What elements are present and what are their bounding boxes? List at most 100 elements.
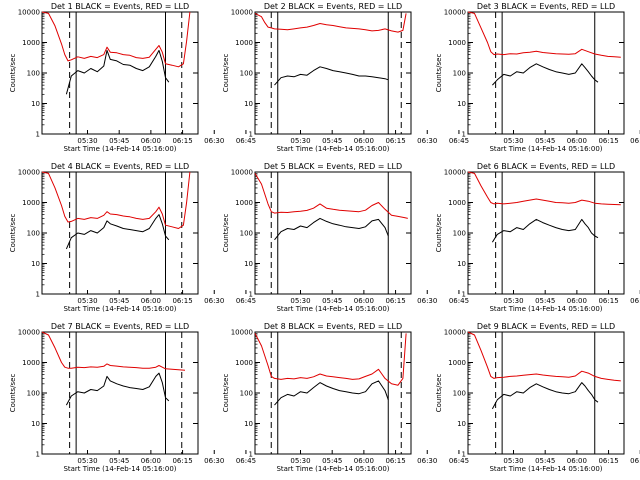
x-tick-label: 06:15 — [385, 297, 405, 305]
axes-frame — [41, 171, 199, 295]
x-tick-label: 06:15 — [172, 297, 192, 305]
y-tick-label: 1 — [36, 131, 40, 139]
x-tick-label: 06:15 — [172, 457, 192, 465]
x-tick-label: 05:30 — [290, 457, 310, 465]
x-tick-label: 05:45 — [109, 137, 129, 145]
y-tick-label: 10000 — [444, 9, 466, 17]
x-tick-label: 05:30 — [503, 297, 523, 305]
x-tick-label: 06:30 — [630, 297, 640, 305]
panel-title: Det 7 BLACK = Events, RED = LLD — [51, 322, 189, 331]
x-tick-label: 05:30 — [290, 297, 310, 305]
x-tick-label: 05:30 — [290, 137, 310, 145]
series-line-events — [274, 380, 389, 406]
panel-title: Det 4 BLACK = Events, RED = LLD — [51, 162, 189, 171]
x-axis-label: Start Time (14-Feb-14 05:16:00) — [276, 465, 389, 473]
y-tick-label: 10 — [31, 420, 40, 428]
x-tick-label: 06:15 — [385, 457, 405, 465]
x-tick-label: 05:45 — [535, 457, 555, 465]
x-tick-label: 06:30 — [417, 137, 437, 145]
x-tick-label: 05:45 — [322, 457, 342, 465]
axes-frame — [467, 171, 625, 295]
axes-frame — [41, 11, 199, 135]
chart-panel-4: Det 4 BLACK = Events, RED = LLD110100100… — [9, 162, 256, 313]
series-line-lld — [467, 171, 621, 206]
y-tick-label: 10 — [244, 100, 253, 108]
panel-title: Det 9 BLACK = Events, RED = LLD — [477, 322, 615, 331]
x-tick-label: 05:45 — [322, 297, 342, 305]
chart-panel-6: Det 6 BLACK = Events, RED = LLD 1 10 100 100… — [435, 162, 640, 313]
x-tick-label: 06:00 — [567, 297, 587, 305]
y-tick-label: 10000 — [231, 329, 253, 337]
y-tick-label: 1000 — [22, 199, 40, 207]
y-axis-label: Counts/sec — [435, 214, 443, 253]
y-tick-label: 10 — [244, 260, 253, 268]
axes-frame — [467, 331, 625, 455]
y-tick-label: 1 — [249, 131, 253, 139]
x-axis-label: Start Time (14-Feb-14 05:16:00) — [276, 145, 389, 153]
x-tick-label: 06:30 — [204, 137, 224, 145]
series-line-events — [274, 66, 389, 86]
chart-panel-1: Det 1 BLACK = Events, RED = LLD110100100… — [9, 2, 256, 153]
y-tick-label: 10 — [31, 100, 40, 108]
y-tick-label: 10000 — [444, 169, 466, 177]
x-tick-label: 06:45 — [236, 137, 256, 145]
series-line-lld — [41, 331, 186, 371]
x-tick-label: 06:30 — [417, 457, 437, 465]
chart-panel-9: Det 9 BLACK = Events, RED = LLD 1 10 100 100… — [435, 322, 640, 473]
x-tick-label: 06:30 — [204, 457, 224, 465]
y-tick-label: 100 — [453, 70, 466, 78]
y-tick-label: 1000 — [235, 199, 253, 207]
x-axis-label: Start Time (14-Feb-14 05:16:00) — [63, 465, 176, 473]
y-tick-label: 100 — [453, 390, 466, 398]
x-tick-label: 06:45 — [449, 137, 469, 145]
y-tick-label: 1 — [36, 291, 40, 299]
y-axis-label: Counts/sec — [9, 374, 17, 413]
y-tick-label: 1000 — [235, 359, 253, 367]
y-axis-label: Counts/sec — [9, 214, 17, 253]
series-line-events — [492, 63, 599, 86]
y-axis-label: Counts/sec — [222, 54, 230, 93]
y-tick-label: 1 — [36, 451, 40, 459]
x-tick-label: 06:00 — [354, 137, 374, 145]
x-tick-label: 06:00 — [141, 457, 161, 465]
y-tick-label: 10000 — [231, 169, 253, 177]
y-axis-label: Counts/sec — [9, 54, 17, 93]
y-tick-label: 10 — [457, 260, 466, 268]
y-tick-label: 100 — [240, 70, 253, 78]
x-tick-label: 06:30 — [417, 297, 437, 305]
y-tick-label: 10 — [244, 420, 253, 428]
axes-frame — [254, 11, 412, 135]
series-line-lld — [254, 173, 408, 219]
series-line-events — [491, 382, 599, 410]
y-tick-label: 1000 — [448, 359, 466, 367]
x-tick-label: 05:30 — [503, 457, 523, 465]
y-axis-label: Counts/sec — [435, 374, 443, 413]
x-tick-label: 06:30 — [630, 137, 640, 145]
x-tick-label: 06:15 — [598, 297, 618, 305]
x-tick-label: 05:30 — [77, 137, 97, 145]
series-line-events — [65, 214, 170, 250]
y-tick-label: 10 — [31, 260, 40, 268]
y-tick-label: 100 — [27, 70, 40, 78]
y-tick-label: 100 — [453, 230, 466, 238]
x-tick-label: 06:15 — [598, 457, 618, 465]
axes-frame — [41, 331, 199, 455]
x-axis-label: Start Time (14-Feb-14 05:16:00) — [489, 145, 602, 153]
panel-title: Det 8 BLACK = Events, RED = LLD — [264, 322, 402, 331]
panel-title: Det 1 BLACK = Events, RED = LLD — [51, 2, 189, 11]
y-tick-label: 1000 — [448, 199, 466, 207]
y-axis-label: Counts/sec — [222, 374, 230, 413]
x-axis-label: Start Time (14-Feb-14 05:16:00) — [489, 305, 602, 313]
y-tick-label: 100 — [240, 230, 253, 238]
x-tick-label: 06:45 — [236, 297, 256, 305]
chart-panel-2: Det 2 BLACK = Events, RED = LLD110100100… — [222, 2, 469, 153]
x-tick-label: 05:45 — [109, 457, 129, 465]
y-tick-label: 1000 — [235, 39, 253, 47]
x-tick-label: 05:45 — [322, 137, 342, 145]
x-tick-label: 05:30 — [77, 297, 97, 305]
y-tick-label: 1000 — [448, 39, 466, 47]
y-tick-label: 10000 — [18, 9, 40, 17]
chart-panel-3: Det 3 BLACK = Events, RED = LLD 1 10 100 100… — [435, 2, 640, 153]
x-tick-label: 05:45 — [109, 297, 129, 305]
